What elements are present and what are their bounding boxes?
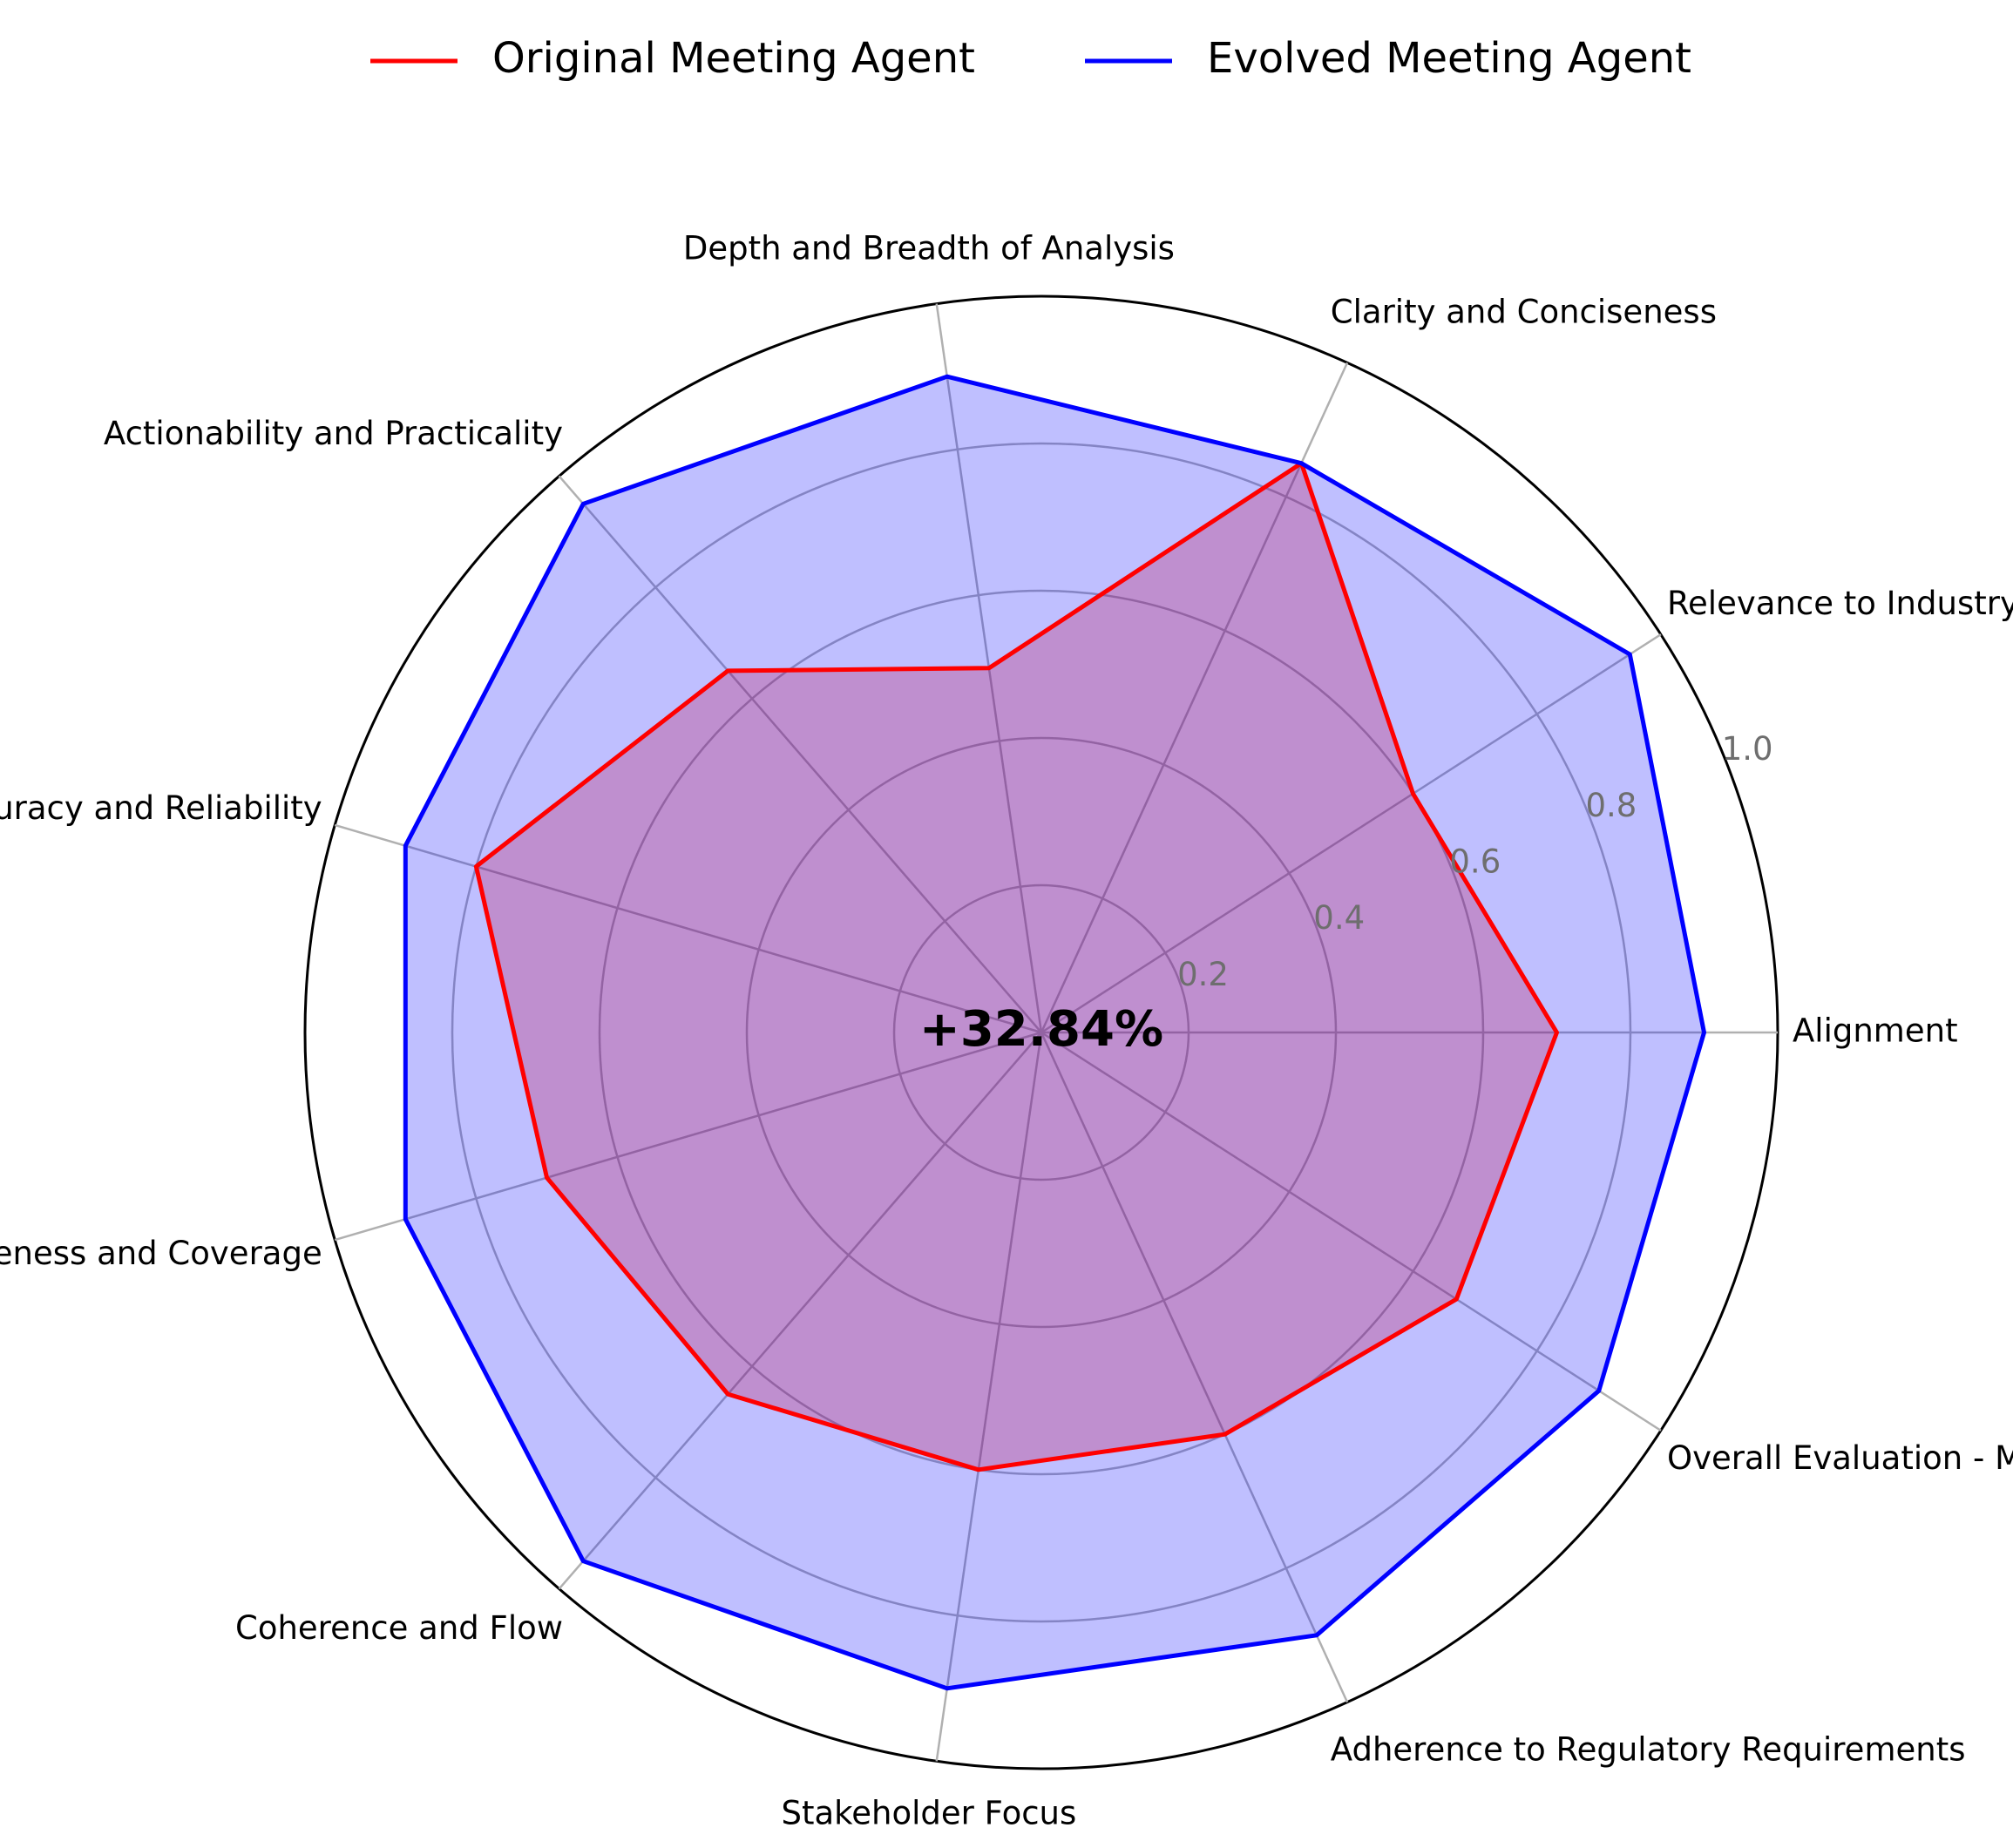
grid-spoke [334, 1031, 1042, 1242]
radial-tick-label: 0.6 [1449, 843, 1501, 881]
axis-label: Relevance to Industry Trends [1667, 585, 2013, 622]
grid-spoke [1040, 633, 1662, 1034]
axis-label: Alignment [1793, 1012, 1958, 1050]
grid-spoke [1040, 1032, 1349, 1703]
legend: Original Meeting Agent Evolved Meeting A… [370, 34, 1691, 83]
grid-spoke [558, 475, 1042, 1033]
radial-tick-layer: 0.2 0.4 0.6 0.8 1.0 [1177, 730, 1772, 993]
grid-spoke [1040, 1031, 1662, 1432]
grid-spoke [334, 823, 1042, 1034]
radial-tick-label: 0.4 [1313, 899, 1365, 937]
grid-spoke [558, 1032, 1042, 1590]
series-layer [403, 374, 1706, 1691]
axis-label: Accuracy and Reliability [0, 789, 322, 827]
axis-label-layer: Alignment Relevance to Industry Trends Cla… [0, 230, 2013, 1832]
axis-label: Overall Evaluation - Mean Score [1667, 1439, 2013, 1477]
radial-tick-label: 0.2 [1177, 956, 1229, 993]
axis-label: Actionability and Practicality [104, 415, 563, 452]
axis-label: Depth and Breadth of Analysis [683, 230, 1175, 267]
legend-label-evolved: Evolved Meeting Agent [1207, 34, 1691, 83]
series-fill-original [476, 463, 1557, 1470]
axis-label: Coherence and Flow [235, 1609, 563, 1647]
axis-label: Clarity and Conciseness [1331, 294, 1717, 331]
grid-spoke [1040, 362, 1349, 1033]
series-line-evolved [403, 374, 1706, 1691]
radial-tick-label: 1.0 [1722, 730, 1773, 768]
center-improvement-label: +32.84% [919, 1001, 1163, 1058]
axis-label: Adherence to Regulatory Requirements [1331, 1731, 1966, 1769]
series-line-original [473, 461, 1559, 1472]
axis-label: Completeness and Coverage [0, 1235, 322, 1272]
radial-tick-label: 0.8 [1586, 787, 1637, 824]
legend-label-original: Original Meeting Agent [492, 34, 975, 83]
series-fill-evolved [405, 376, 1705, 1689]
grid-spoke [935, 1032, 1043, 1762]
axis-label: Stakeholder Focus [781, 1794, 1076, 1831]
